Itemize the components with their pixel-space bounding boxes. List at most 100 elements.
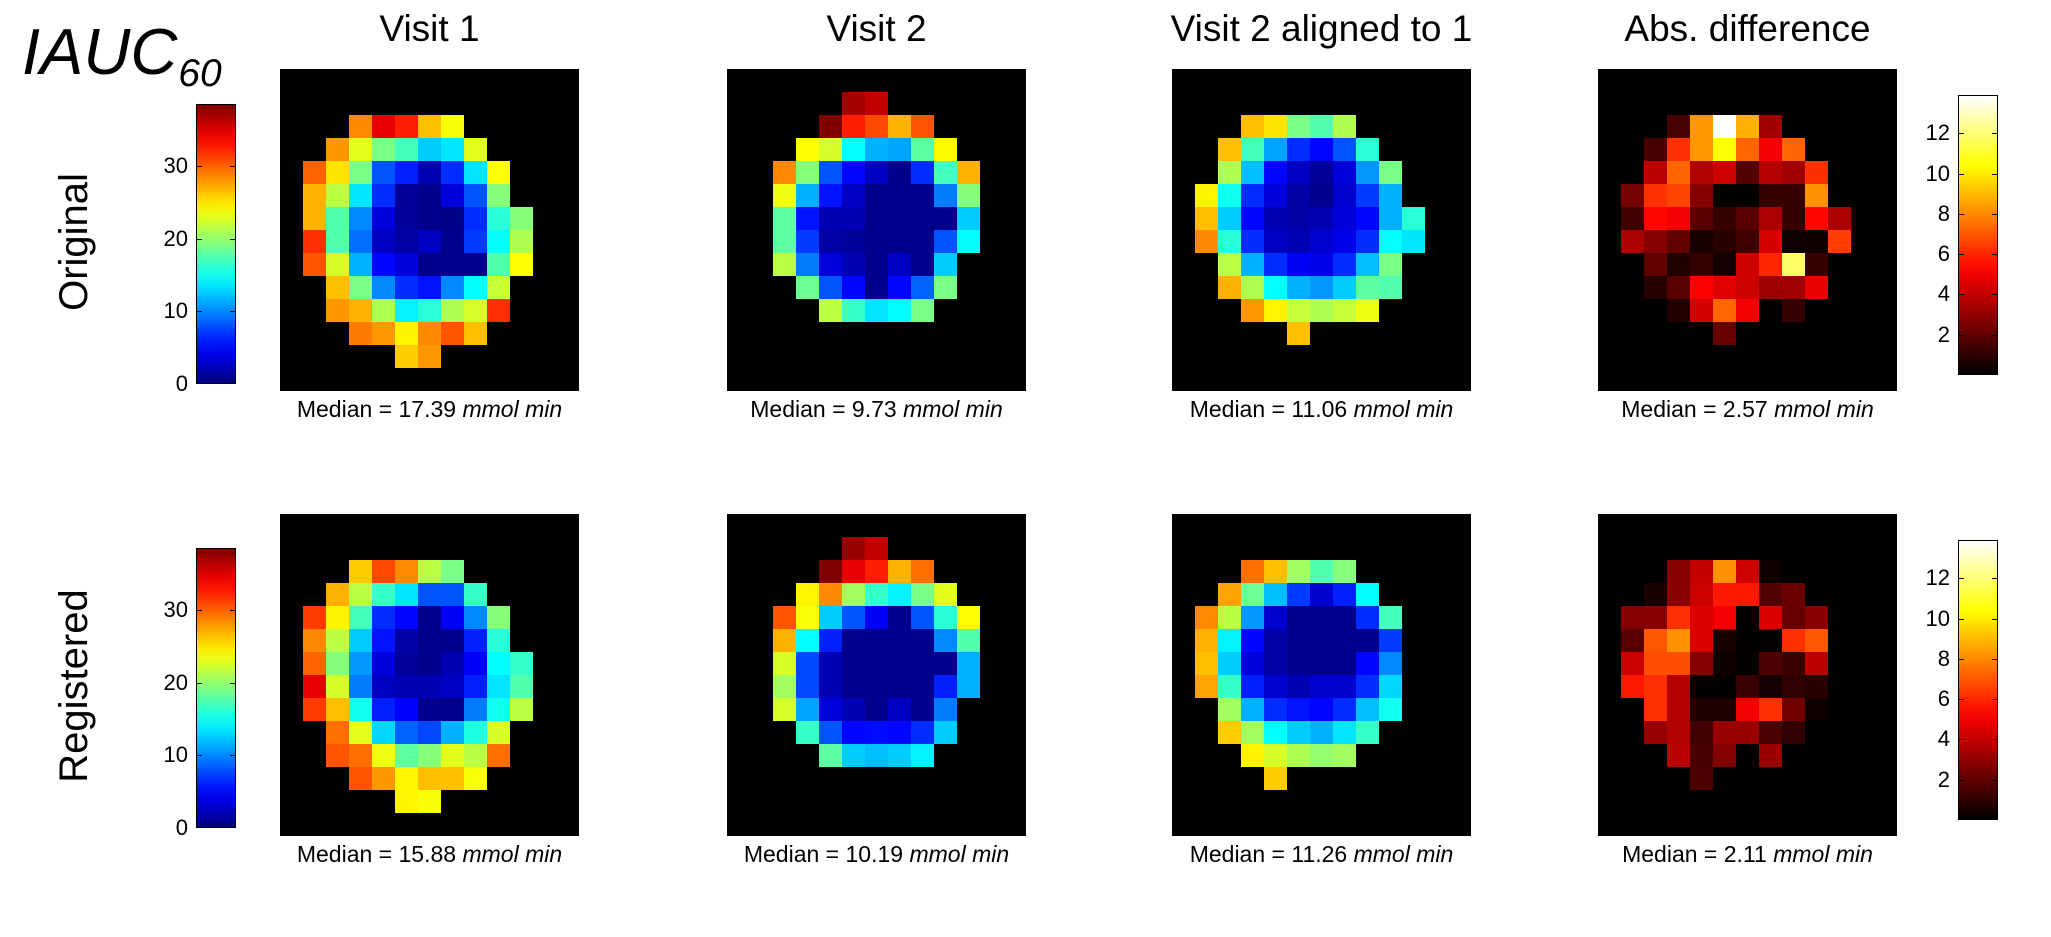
heatmap-cell <box>1218 253 1241 276</box>
colorbar-tick-label: 20 <box>163 669 188 695</box>
column-title-visit-2: Visit 2 <box>826 8 927 49</box>
heatmap-cell <box>1241 721 1264 744</box>
heatmap-cell <box>1782 583 1805 606</box>
heatmap-cell <box>349 184 372 207</box>
heatmap-cell <box>842 675 865 698</box>
heatmap-cell <box>303 184 326 207</box>
heatmap-cell <box>418 115 441 138</box>
heatmap-cell <box>1356 161 1379 184</box>
heatmap-cell <box>911 253 934 276</box>
heatmap-cell <box>1218 230 1241 253</box>
figure-title-main: IAUC <box>22 15 178 88</box>
heatmap-cell <box>1644 652 1667 675</box>
heatmap-cell <box>842 161 865 184</box>
heatmap-cell <box>372 652 395 675</box>
heatmap-cell <box>1287 606 1310 629</box>
heatmap-cell <box>819 276 842 299</box>
colorbar-tick <box>1992 739 1997 741</box>
heatmap-cell <box>1218 698 1241 721</box>
heatmap-cell <box>796 675 819 698</box>
row-label-original: Original <box>52 173 96 311</box>
heatmap-cell <box>418 230 441 253</box>
heatmap-cell <box>796 161 819 184</box>
heatmap-cell <box>1241 138 1264 161</box>
heatmap-cell <box>1690 629 1713 652</box>
colorbar-tick-label: 4 <box>1937 726 1950 752</box>
heatmap-cell <box>395 560 418 583</box>
heatmap-cell <box>326 698 349 721</box>
heatmap-cell <box>842 253 865 276</box>
heatmap-cell <box>441 207 464 230</box>
heatmap-cell <box>1356 184 1379 207</box>
heatmap-cell <box>1644 230 1667 253</box>
heatmap-cell <box>418 276 441 299</box>
heatmap-cell <box>1736 115 1759 138</box>
heatmap-cell <box>888 560 911 583</box>
heatmap-cell <box>510 253 533 276</box>
heatmap-cell <box>1310 698 1333 721</box>
median-unit: mmol min <box>462 841 563 867</box>
heatmap-cell <box>911 629 934 652</box>
heatmap-cell <box>842 721 865 744</box>
heatmap-cell <box>1287 744 1310 767</box>
heatmap-cell <box>418 322 441 345</box>
colorbar-tick <box>1959 578 1964 580</box>
heatmap-cell <box>796 276 819 299</box>
heatmap-cell <box>349 675 372 698</box>
heatmap-cell <box>1713 322 1736 345</box>
heatmap-cell <box>1690 560 1713 583</box>
heatmap-cell <box>1356 253 1379 276</box>
heatmap-cell <box>464 606 487 629</box>
heatmap-cell <box>1690 744 1713 767</box>
colorbar-tick-label: 12 <box>1925 565 1950 591</box>
heatmap-cell <box>1736 675 1759 698</box>
heatmap-cell <box>1241 253 1264 276</box>
heatmap-cell <box>1736 138 1759 161</box>
colorbar-tick <box>230 755 235 757</box>
heatmap-cell <box>1287 253 1310 276</box>
heatmap-cell <box>1218 583 1241 606</box>
heatmap-cell <box>1667 276 1690 299</box>
heatmap-cell <box>1667 115 1690 138</box>
heatmap-cell <box>1333 744 1356 767</box>
heatmap-cell <box>1690 115 1713 138</box>
heatmap-cell <box>395 138 418 161</box>
heatmap-cell <box>464 767 487 790</box>
heatmap-cell <box>911 207 934 230</box>
heatmap-cell <box>418 161 441 184</box>
heatmap-cell <box>372 115 395 138</box>
heatmap-cell <box>842 115 865 138</box>
heatmap-cell <box>1264 253 1287 276</box>
median-label: Median = 17.39 mmol min <box>250 398 610 421</box>
heatmap-cell <box>1310 652 1333 675</box>
heatmap-cell <box>441 629 464 652</box>
heatmap-cell <box>865 675 888 698</box>
colorbar-tick-label: 2 <box>1937 766 1950 792</box>
heatmap-cell <box>819 230 842 253</box>
heatmap-cell <box>796 253 819 276</box>
colorbar-tick <box>230 609 235 611</box>
heatmap-cell <box>842 138 865 161</box>
heatmap-cell <box>418 790 441 813</box>
heatmap-cell <box>1241 744 1264 767</box>
heatmap-cell <box>1805 629 1828 652</box>
heatmap-cell <box>441 322 464 345</box>
heatmap-cell <box>326 276 349 299</box>
heatmap-cell <box>1759 629 1782 652</box>
heatmap-cell <box>510 698 533 721</box>
heatmap-cell <box>1828 207 1851 230</box>
colorbar-tick <box>197 609 202 611</box>
row-label-registered: Registered <box>52 589 96 783</box>
heatmap-cell <box>1356 583 1379 606</box>
colorbar-tick <box>1959 739 1964 741</box>
colorbar-tick-label: 0 <box>175 815 188 840</box>
heatmap-cell <box>1356 230 1379 253</box>
heatmap-cell <box>911 675 934 698</box>
heatmap-panel <box>1172 514 1471 836</box>
colorbar-hot <box>1958 95 1998 375</box>
heatmap-cell <box>326 207 349 230</box>
colorbar-tick <box>1992 699 1997 701</box>
heatmap-cell <box>395 767 418 790</box>
heatmap-cell <box>957 675 980 698</box>
heatmap-cell <box>1690 721 1713 744</box>
